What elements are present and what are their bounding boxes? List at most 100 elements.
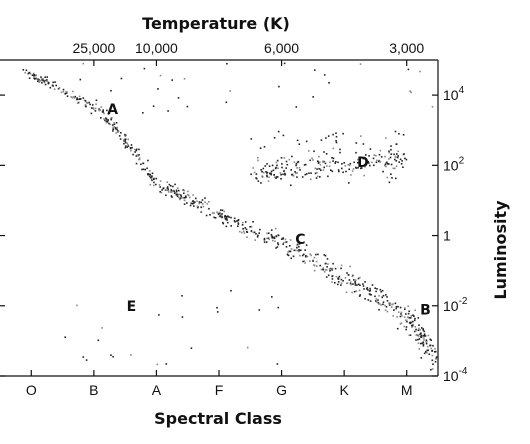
star-point xyxy=(370,294,372,296)
y-tick-exponent: -4 xyxy=(459,366,468,377)
star-point xyxy=(287,251,289,253)
star-point xyxy=(292,255,295,258)
star-point xyxy=(183,189,185,192)
star-point xyxy=(103,118,105,120)
star-point xyxy=(107,113,110,115)
star-point xyxy=(200,201,202,204)
star-point xyxy=(115,132,117,134)
star-point xyxy=(160,191,163,194)
star-point xyxy=(354,282,357,285)
star-point xyxy=(433,351,436,353)
star-point xyxy=(135,148,138,151)
star-point xyxy=(397,150,399,153)
star-point xyxy=(384,164,386,167)
star-point xyxy=(365,154,367,156)
star-point xyxy=(225,215,228,218)
star-point xyxy=(341,163,343,165)
star-point xyxy=(95,103,97,105)
star-point xyxy=(137,155,139,157)
star-point xyxy=(428,353,431,355)
star-point xyxy=(130,144,133,146)
star-point xyxy=(360,167,362,170)
star-point xyxy=(89,103,91,106)
star-point xyxy=(430,368,432,371)
star-point xyxy=(304,262,306,264)
star-point xyxy=(278,85,280,88)
star-point xyxy=(263,171,265,174)
star-point xyxy=(159,180,162,182)
star-point xyxy=(233,217,236,220)
star-point xyxy=(259,228,261,231)
star-point xyxy=(153,178,155,181)
star-point xyxy=(115,122,118,124)
star-point xyxy=(255,233,257,235)
star-point xyxy=(244,221,247,223)
star-point xyxy=(270,229,273,231)
star-point xyxy=(188,194,190,197)
star-point xyxy=(111,124,114,126)
star-point xyxy=(314,69,316,71)
star-point xyxy=(355,142,358,144)
star-point xyxy=(327,263,329,265)
star-point xyxy=(388,302,390,305)
star-point xyxy=(384,304,386,307)
star-point xyxy=(287,254,290,257)
star-point xyxy=(272,239,274,242)
star-point xyxy=(239,230,241,233)
star-point xyxy=(242,228,244,230)
star-point xyxy=(418,338,421,340)
star-point xyxy=(425,342,428,345)
star-point xyxy=(367,160,369,163)
star-point xyxy=(268,176,270,178)
star-point xyxy=(303,164,306,166)
star-point xyxy=(112,355,114,358)
star-point xyxy=(124,141,127,144)
star-point xyxy=(241,231,243,234)
star-point xyxy=(202,205,205,208)
star-point xyxy=(417,329,420,332)
star-point xyxy=(392,303,394,305)
star-point xyxy=(183,192,185,195)
star-point xyxy=(268,238,270,241)
star-point xyxy=(418,324,420,326)
star-point xyxy=(373,154,376,156)
star-point xyxy=(105,120,108,122)
star-point xyxy=(327,175,329,178)
star-point xyxy=(290,184,292,187)
star-point xyxy=(293,249,296,252)
star-point xyxy=(346,272,348,274)
star-point xyxy=(40,78,43,80)
star-point xyxy=(331,275,334,277)
star-point xyxy=(167,188,169,190)
star-point xyxy=(382,294,385,297)
star-point xyxy=(342,171,344,174)
star-point xyxy=(259,147,262,149)
star-point xyxy=(288,158,291,161)
star-point xyxy=(327,274,330,277)
star-point xyxy=(313,256,316,259)
star-point xyxy=(270,170,273,173)
star-point xyxy=(124,146,127,149)
star-point xyxy=(396,153,398,155)
star-point xyxy=(123,139,125,141)
star-point xyxy=(414,317,416,320)
star-point xyxy=(420,357,423,359)
star-point xyxy=(390,173,392,175)
star-point xyxy=(118,135,121,137)
star-point xyxy=(335,140,337,142)
star-point xyxy=(325,269,327,271)
star-point xyxy=(319,163,322,166)
star-point xyxy=(260,182,262,184)
star-point xyxy=(189,196,191,199)
star-point xyxy=(388,150,390,153)
star-point xyxy=(230,289,232,292)
point-labels: A B C D E xyxy=(107,102,431,318)
x-tick-label: B xyxy=(89,382,98,398)
star-point xyxy=(58,87,61,89)
star-point xyxy=(109,123,111,126)
star-point xyxy=(227,215,229,217)
star-point xyxy=(176,195,179,198)
star-point xyxy=(394,302,397,305)
star-point xyxy=(397,305,399,308)
star-point xyxy=(355,151,357,154)
